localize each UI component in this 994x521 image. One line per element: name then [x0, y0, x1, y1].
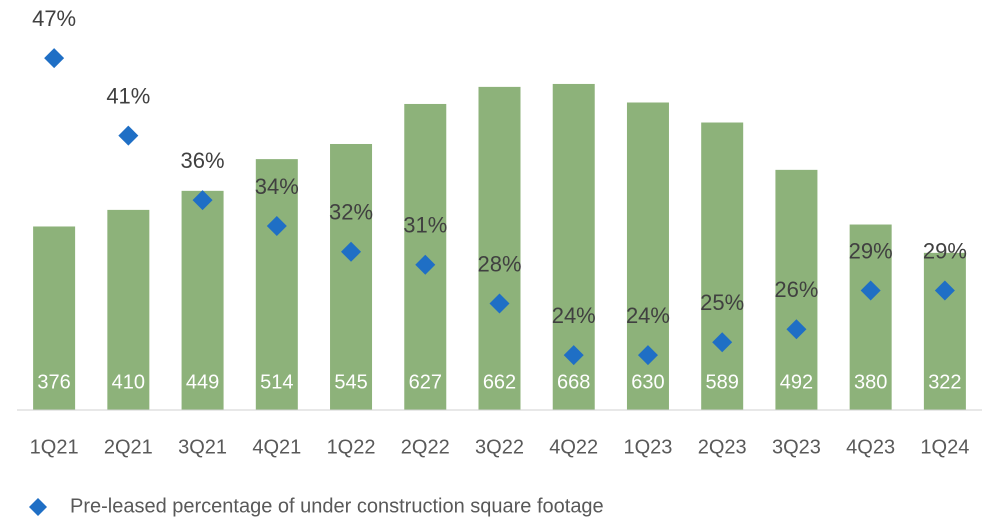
- diamond-marker: [637, 345, 658, 366]
- percent-label: 32%: [329, 200, 373, 225]
- x-tick-label: 3Q22: [475, 436, 524, 458]
- diamond-marker: [118, 125, 139, 146]
- percent-label: 25%: [700, 290, 744, 315]
- x-tick-label: 4Q22: [549, 436, 598, 458]
- legend-label: Pre-leased percentage of under construct…: [70, 495, 604, 517]
- bar-value-label: 589: [706, 371, 739, 393]
- x-tick-label: 2Q22: [401, 436, 450, 458]
- x-tick-label: 4Q21: [252, 436, 301, 458]
- percent-label: 28%: [477, 251, 521, 276]
- bar: [478, 86, 521, 410]
- percent-label: 29%: [923, 238, 967, 263]
- diamond-marker: [415, 254, 436, 275]
- x-tick-label: 1Q21: [30, 436, 79, 458]
- percent-label: 24%: [626, 303, 670, 328]
- x-tick-label: 3Q21: [178, 436, 227, 458]
- bar: [107, 209, 150, 410]
- diamond-marker: [712, 332, 733, 353]
- x-tick-label: 1Q22: [327, 436, 376, 458]
- percent-label: 41%: [106, 83, 150, 108]
- diamond-marker: [44, 48, 65, 69]
- bar-value-label: 410: [112, 371, 145, 393]
- bar-value-label: 668: [557, 371, 590, 393]
- percent-label: 31%: [403, 213, 447, 238]
- bar-value-label: 322: [928, 371, 961, 393]
- bar-value-label: 380: [854, 371, 887, 393]
- x-tick-label: 2Q23: [698, 436, 747, 458]
- bar: [33, 226, 76, 410]
- bar: [701, 122, 744, 410]
- x-tick-label: 1Q23: [623, 436, 672, 458]
- x-tick-label: 4Q23: [846, 436, 895, 458]
- diamond-marker: [563, 345, 584, 366]
- diamond-marker: [489, 293, 510, 314]
- percent-label: 34%: [255, 174, 299, 199]
- bar: [775, 169, 818, 410]
- x-tick-label: 3Q23: [772, 436, 821, 458]
- bar: [255, 159, 298, 410]
- bar: [330, 143, 373, 410]
- diamond-marker: [934, 280, 955, 301]
- percent-label: 24%: [552, 303, 596, 328]
- bar-value-label: 545: [334, 371, 367, 393]
- diamond-marker: [786, 319, 807, 340]
- diamond-marker: [860, 280, 881, 301]
- bar-value-label: 376: [37, 371, 70, 393]
- bar-value-label: 662: [483, 371, 516, 393]
- percent-label: 36%: [181, 148, 225, 173]
- diamond-marker: [341, 241, 362, 262]
- bar-value-label: 492: [780, 371, 813, 393]
- bar-value-label: 514: [260, 371, 293, 393]
- diamond-marker: [192, 190, 213, 211]
- x-tick-label: 2Q21: [104, 436, 153, 458]
- percent-label: 29%: [849, 238, 893, 263]
- percent-label: 47%: [32, 6, 76, 31]
- bar: [181, 190, 224, 410]
- legend-marker: [29, 498, 47, 516]
- bar-value-label: 627: [409, 371, 442, 393]
- percent-label: 26%: [774, 277, 818, 302]
- diamond-marker: [266, 215, 287, 236]
- bar: [849, 224, 892, 410]
- bar-value-label: 449: [186, 371, 219, 393]
- x-tick-label: 1Q24: [920, 436, 969, 458]
- bar-value-label: 630: [631, 371, 664, 393]
- bar: [923, 252, 966, 410]
